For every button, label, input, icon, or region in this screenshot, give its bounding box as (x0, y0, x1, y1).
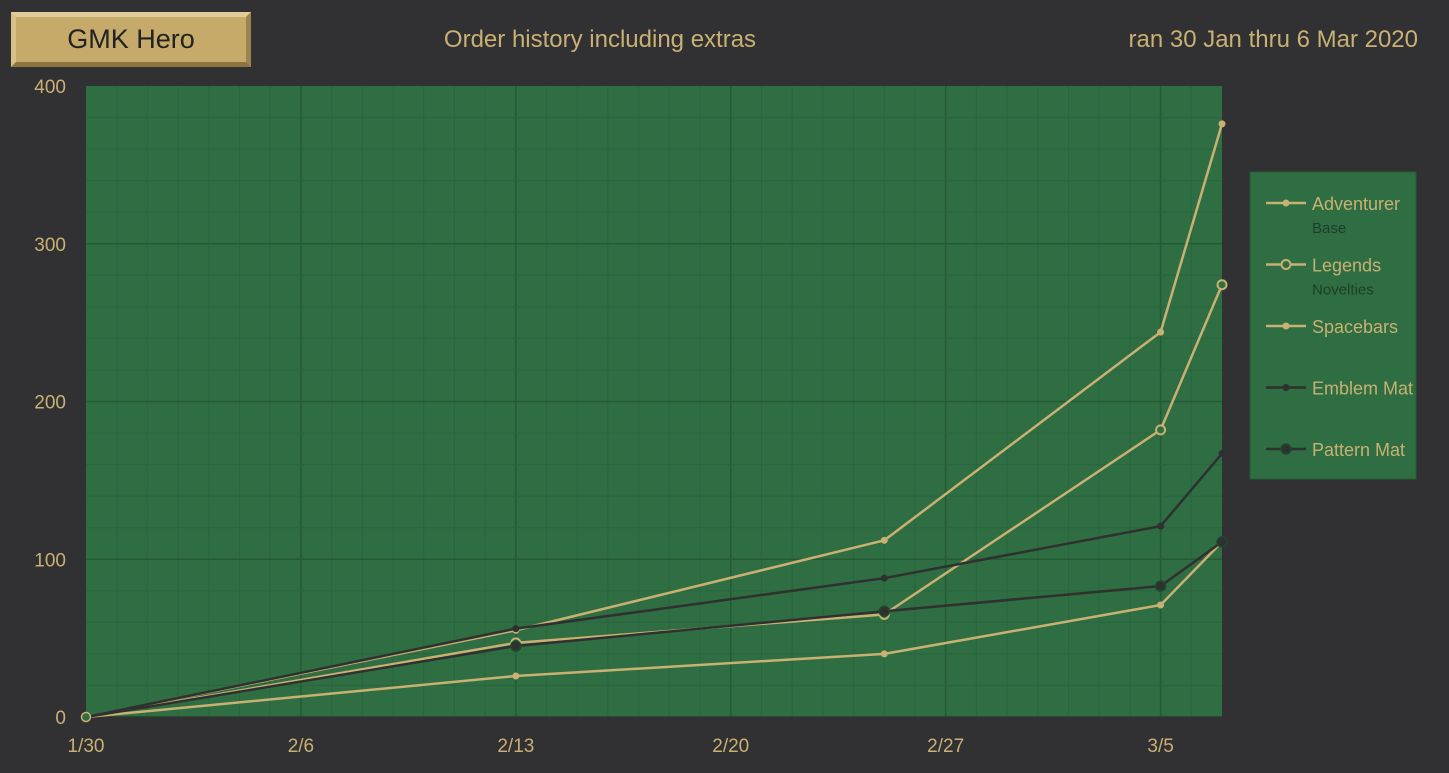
legend-item: Pattern Mat (1266, 440, 1405, 460)
data-point (1157, 522, 1165, 530)
x-tick-label: 2/20 (712, 736, 749, 757)
data-point (512, 672, 520, 680)
series-emblem-mat (85, 450, 1226, 719)
chart-title: Order history including extras (443, 26, 757, 53)
legend-item: Emblem Mat (1266, 379, 1413, 399)
grid-lines (86, 86, 1222, 717)
legend-sublabel: Base (1312, 220, 1346, 237)
legend-label: Spacebars (1312, 317, 1398, 337)
legend-marker (1282, 199, 1290, 207)
series-pattern-mat (85, 536, 1228, 719)
legend-label: Legends (1312, 256, 1381, 276)
y-tick-label: 0 (55, 708, 66, 729)
data-point (1155, 424, 1167, 436)
data-point (878, 605, 891, 618)
legend-label: Adventurer (1312, 194, 1400, 214)
x-tick-label: 1/30 (68, 736, 105, 757)
legend: Adventurer Base Legends Novelties Spacebars E… (1249, 171, 1417, 480)
data-point (880, 650, 888, 658)
data-point (1216, 279, 1228, 291)
data-point (1216, 536, 1228, 548)
legend-marker (1282, 384, 1290, 391)
y-tick-label: 300 (34, 235, 66, 256)
legend-label: Pattern Mat (1312, 440, 1405, 460)
x-tick-label: 2/13 (497, 736, 534, 757)
y-tick-label: 200 (34, 393, 66, 414)
data-point (1157, 601, 1165, 609)
data-point (880, 536, 888, 544)
legend-item: Adventurer Base (1266, 194, 1400, 237)
legend-item: Spacebars (1266, 317, 1398, 337)
data-point (1157, 328, 1165, 336)
data-point (880, 574, 888, 582)
y-tick-label: 100 (34, 550, 66, 571)
data-point (1218, 120, 1226, 128)
series-spacebars (85, 538, 1226, 719)
legend-marker (1280, 259, 1292, 270)
data-point (1154, 580, 1167, 592)
legend-sublabel: Novelties (1312, 282, 1374, 299)
x-tick-label: 3/5 (1147, 736, 1173, 757)
x-tick-label: 2/6 (288, 736, 314, 757)
series-layer (80, 120, 1228, 723)
data-point (1218, 450, 1226, 458)
data-point (510, 640, 522, 652)
data-point (512, 625, 520, 633)
legend-label: Emblem Mat (1312, 379, 1413, 399)
x-tick-label: 2/27 (927, 736, 964, 757)
date-range: ran 30 Jan thru 6 Mar 2020 (1128, 26, 1418, 53)
y-tick-label: 400 (34, 77, 66, 98)
legend-item: Legends Novelties (1266, 256, 1381, 299)
legend-marker (1280, 443, 1292, 455)
origin-point (80, 711, 92, 723)
legend-marker (1282, 322, 1290, 330)
axes: 0 100 200 300 400 1/30 2/6 2/13 2/20 2/27 3/5 (34, 77, 1222, 757)
product-badge: GMK Hero (11, 12, 251, 67)
